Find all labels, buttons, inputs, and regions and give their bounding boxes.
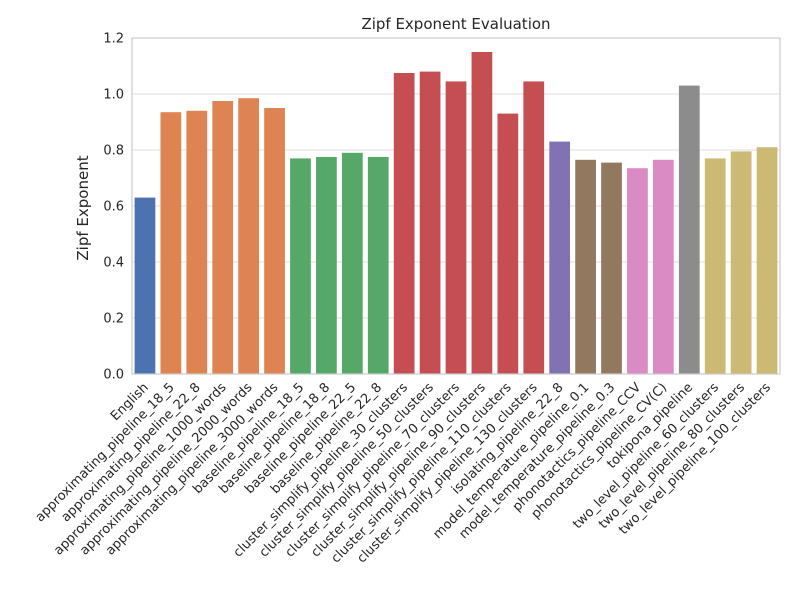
- bar-approximating-pipeline-2000-words: [238, 98, 260, 374]
- y-tick-label: 0.2: [103, 312, 124, 327]
- bar-two-level-pipeline-100-clusters: [756, 147, 778, 374]
- bar-model-temperature-pipeline-0-3: [601, 162, 622, 374]
- bar-cluster-simplify-pipeline-110-clusters: [497, 113, 519, 374]
- bar-two-level-pipeline-80-clusters: [730, 151, 752, 374]
- bar-isolating-pipeline-22-8: [549, 141, 571, 374]
- bar-english: [134, 197, 156, 374]
- bar-cluster-simplify-pipeline-70-clusters: [445, 81, 467, 375]
- bar-approximating-pipeline-3000-words: [264, 108, 285, 374]
- bar-cluster-simplify-pipeline-90-clusters: [471, 52, 493, 374]
- bars: [134, 52, 778, 375]
- bar-cluster-simplify-pipeline-130-clusters: [523, 81, 545, 375]
- bar-approximating-pipeline-22-8: [186, 110, 208, 375]
- bar-baseline-pipeline-22-5: [341, 152, 363, 374]
- bar-phonotactics-pipeline-ccv: [627, 168, 648, 374]
- plot-frame: [131, 37, 781, 375]
- bar-baseline-pipeline-18-8: [316, 157, 337, 374]
- y-tick-label: 0.6: [103, 200, 124, 215]
- bar-phonotactics-pipeline-cv-c-: [652, 159, 674, 374]
- bar-approximating-pipeline-1000-words: [212, 101, 234, 374]
- y-tick-label: 0.0: [103, 368, 124, 383]
- chart-title: Zipf Exponent Evaluation: [361, 15, 550, 33]
- y-tick-label: 1.2: [103, 32, 124, 47]
- bar-model-temperature-pipeline-0-1: [575, 159, 596, 374]
- bar-tokipona-pipeline: [678, 85, 700, 374]
- bar-two-level-pipeline-60-clusters: [704, 158, 726, 374]
- y-tick-label: 0.4: [103, 256, 124, 271]
- y-tick-label: 1.0: [103, 88, 124, 103]
- x-tick-labels: Englishapproximating_pipeline_18_5approx…: [33, 380, 774, 566]
- y-axis-title: Zipf Exponent: [74, 155, 92, 260]
- y-tick-labels: 0.0 0.2 0.4 0.6 0.8 1.0 1.2: [103, 32, 124, 383]
- bar-cluster-simplify-pipeline-50-clusters: [419, 71, 441, 374]
- bar-baseline-pipeline-18-5: [290, 158, 311, 374]
- bar-baseline-pipeline-22-8: [367, 157, 389, 374]
- bar-cluster-simplify-pipeline-30-clusters: [393, 73, 415, 374]
- y-tick-label: 0.8: [103, 144, 124, 159]
- bar-approximating-pipeline-18-5: [160, 112, 182, 374]
